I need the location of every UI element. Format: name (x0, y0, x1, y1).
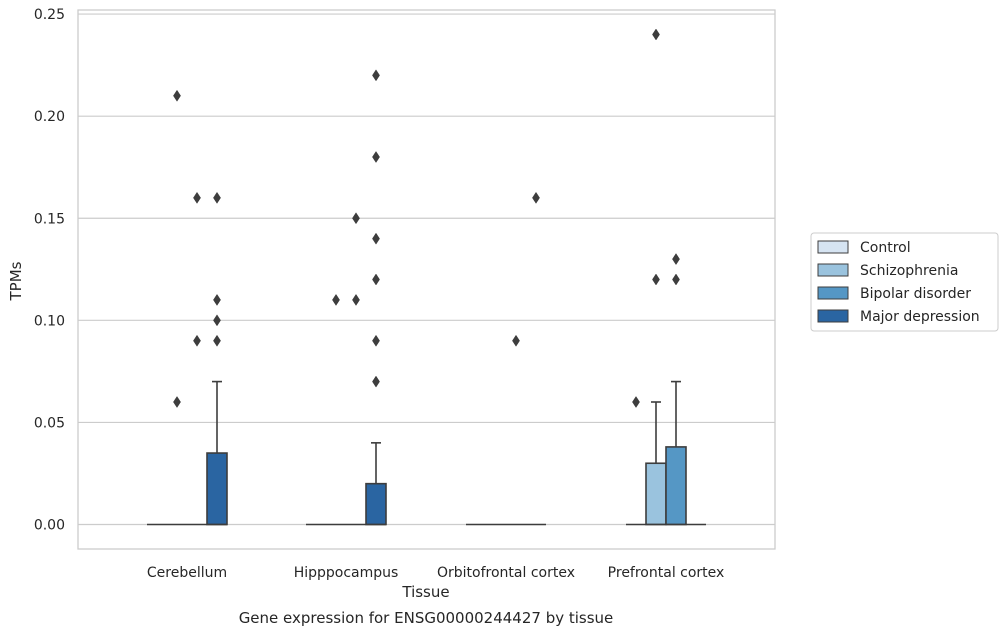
box-body (206, 452, 228, 526)
box-body (365, 482, 387, 526)
x-tick-label: Hipppocampus (294, 565, 399, 581)
figure-caption: Gene expression for ENSG00000244427 by t… (239, 609, 614, 627)
legend-label: Schizophrenia (860, 263, 958, 279)
y-tick-labels: 0.00 0.05 0.10 0.15 0.20 0.25 (34, 7, 65, 533)
outlier-point (512, 334, 520, 347)
y-axis-label: TPMs (7, 261, 25, 301)
box-major-depression (206, 380, 228, 526)
outlier-point (352, 212, 360, 225)
outlier-point (173, 396, 181, 408)
box-series (147, 380, 706, 526)
legend-label: Major depression (860, 309, 980, 325)
y-tick-label: 0.00 (34, 518, 65, 534)
outlier-points (173, 28, 680, 408)
y-tick-label: 0.10 (34, 313, 65, 329)
y-tick-label: 0.25 (34, 7, 65, 23)
box-body (645, 462, 667, 526)
outlier-point (532, 191, 540, 204)
outlier-point (632, 396, 640, 408)
legend: Control Schizophrenia Bipolar disorder Majo… (810, 232, 999, 332)
box-schizophrenia (645, 401, 667, 526)
outlier-point (372, 69, 380, 82)
box-bipolar-disorder (665, 380, 687, 526)
box-body (665, 446, 687, 526)
x-tick-label: Cerebellum (147, 565, 227, 581)
outlier-point (193, 334, 201, 347)
outlier-point (372, 273, 380, 286)
legend-label: Bipolar disorder (860, 286, 971, 302)
outlier-point (652, 28, 660, 41)
outlier-point (372, 151, 380, 163)
y-tick-label: 0.05 (34, 415, 65, 431)
outlier-point (352, 293, 360, 306)
legend-label: Control (860, 240, 911, 256)
x-axis-label: Tissue (401, 583, 449, 601)
outlier-point (213, 334, 221, 347)
legend-swatch (817, 286, 849, 300)
outlier-point (672, 273, 680, 286)
outlier-point (193, 191, 201, 204)
legend-frame (810, 232, 999, 332)
outlier-point (672, 253, 680, 266)
outlier-point (372, 334, 380, 347)
x-tick-labels: Cerebellum Hipppocampus Orbitofrontal cort… (147, 565, 724, 581)
legend-swatch (817, 309, 849, 323)
y-tick-label: 0.15 (34, 211, 65, 227)
outlier-point (372, 375, 380, 388)
outlier-point (213, 191, 221, 204)
outlier-point (372, 232, 380, 245)
outlier-point (652, 273, 660, 286)
outlier-point (213, 293, 221, 306)
outlier-point (332, 293, 340, 306)
outlier-point (213, 314, 221, 327)
legend-swatch (817, 240, 849, 254)
legend-swatch (817, 263, 849, 277)
x-tick-label: Orbitofrontal cortex (437, 565, 575, 581)
box-major-depression (365, 442, 387, 526)
x-tick-label: Prefrontal cortex (608, 565, 725, 581)
outlier-point (173, 89, 181, 102)
y-tick-label: 0.20 (34, 109, 65, 125)
